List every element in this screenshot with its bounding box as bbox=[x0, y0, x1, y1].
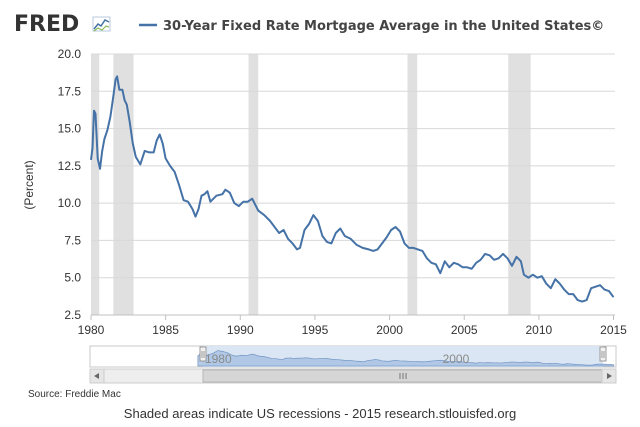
navigator-label-2000: 2000 bbox=[443, 352, 470, 366]
logo-text: FRED bbox=[14, 12, 79, 37]
axes bbox=[90, 314, 615, 320]
x-tick-label-2000: 2000 bbox=[376, 323, 403, 337]
source-note: Source: Freddie Mac bbox=[28, 389, 121, 400]
x-tick-label-1995: 1995 bbox=[302, 323, 329, 337]
recession-band-4 bbox=[508, 54, 531, 315]
y-tick-label-5.0: 5.0 bbox=[64, 271, 81, 285]
y-axis-label: (Percent) bbox=[22, 160, 36, 209]
y-tick-label-17.5: 17.5 bbox=[58, 84, 82, 98]
navigator-left-handle[interactable] bbox=[199, 346, 207, 362]
series-layer bbox=[90, 75, 615, 303]
navigator-series bbox=[197, 350, 615, 367]
x-tick-label-1985: 1985 bbox=[152, 323, 179, 337]
grid-lines bbox=[91, 53, 615, 279]
y-tick-label-12.5: 12.5 bbox=[58, 159, 82, 173]
y-tick-label-15.0: 15.0 bbox=[58, 122, 82, 136]
chart-title: 30-Year Fixed Rate Mortgage Average in t… bbox=[163, 19, 604, 34]
x-tick-label-2015: 2015 bbox=[600, 323, 627, 337]
y-tick-label-7.5: 7.5 bbox=[64, 233, 81, 247]
navigator[interactable]: 1980 2000 bbox=[89, 345, 617, 368]
recession-band-3 bbox=[407, 54, 418, 315]
recession-band-0 bbox=[91, 54, 100, 315]
recession-bands bbox=[91, 54, 531, 315]
x-tick-label-1980: 1980 bbox=[78, 323, 105, 337]
legend[interactable]: 30-Year Fixed Rate Mortgage Average in t… bbox=[139, 19, 604, 34]
y-tick-labels: 2.5 5.0 7.5 10.0 12.5 15.0 17.5 20.0 bbox=[58, 47, 82, 322]
y-tick-label-2.5: 2.5 bbox=[64, 308, 81, 322]
scroll-right-button[interactable] bbox=[601, 368, 617, 384]
arrow-right-icon bbox=[607, 373, 612, 379]
x-tick-labels: 1980 1985 1990 1995 2000 2005 2010 2015 bbox=[78, 323, 628, 337]
y-tick-label-20.0: 20.0 bbox=[58, 47, 82, 61]
fred-logo[interactable]: FRED bbox=[14, 12, 111, 37]
y-tick-label-10.0: 10.0 bbox=[58, 196, 82, 210]
logo-graph-icon bbox=[92, 16, 111, 32]
recession-band-2 bbox=[248, 54, 259, 315]
navigator-right-handle[interactable] bbox=[599, 346, 607, 362]
arrow-left-icon bbox=[94, 373, 99, 379]
x-tick-label-2010: 2010 bbox=[526, 323, 553, 337]
scroll-left-button[interactable] bbox=[89, 368, 105, 384]
scrollbar[interactable] bbox=[89, 368, 617, 384]
navigator-label-1980: 1980 bbox=[205, 352, 232, 366]
footer-note: Shaded areas indicate US recessions - 20… bbox=[123, 406, 517, 421]
x-tick-label-2005: 2005 bbox=[451, 323, 478, 337]
series-line-mortgage-rate bbox=[90, 75, 615, 303]
x-tick-label-1990: 1990 bbox=[227, 323, 254, 337]
grip-icon bbox=[399, 373, 407, 379]
